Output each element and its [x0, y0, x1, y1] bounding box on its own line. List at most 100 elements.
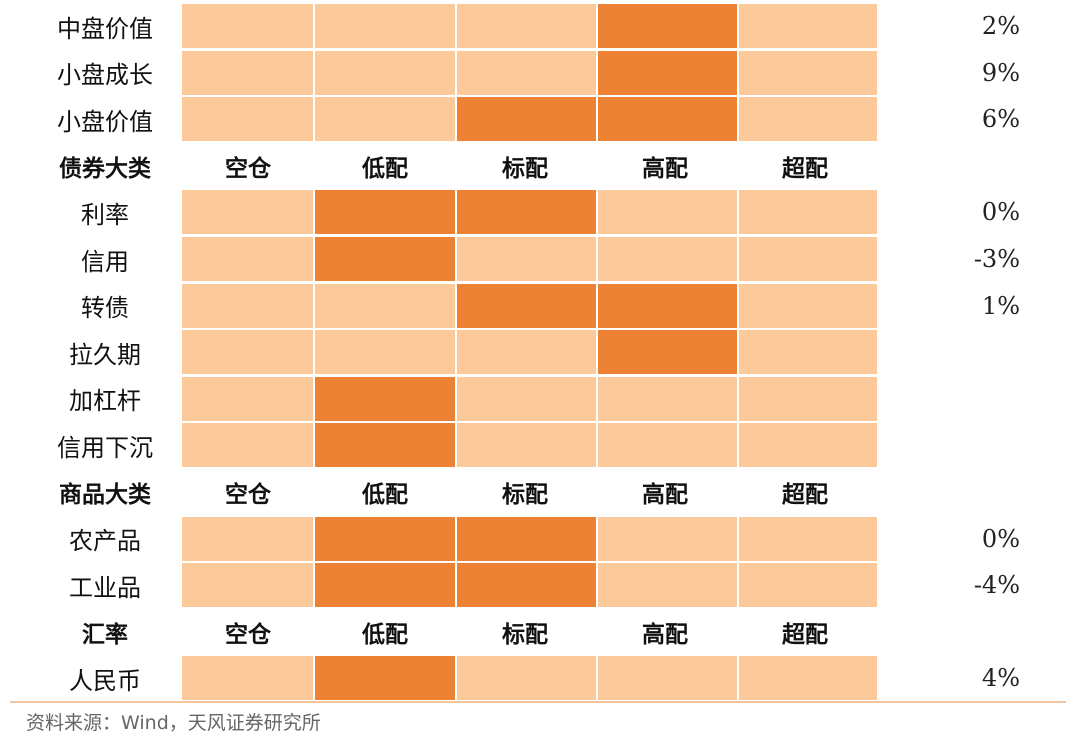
- column-header: 标配: [502, 155, 548, 182]
- row-label: 加杠杆: [69, 387, 141, 416]
- heatmap-cell: [182, 97, 313, 142]
- heatmap-cell: [598, 237, 737, 281]
- heatmap-cell: [739, 4, 877, 48]
- heatmap-cell: [182, 423, 313, 468]
- heatmap-row: 小盘成长 9%: [0, 50, 1080, 95]
- section-title: 债券大类: [59, 155, 151, 182]
- heatmap-cell: [739, 283, 877, 328]
- heatmap-cell: [182, 283, 313, 328]
- heatmap-cell: [739, 656, 877, 701]
- column-header: 高配: [642, 621, 688, 648]
- heatmap-cell: [457, 423, 596, 468]
- row-label: 小盘成长: [57, 61, 153, 90]
- heatmap-cell: [182, 190, 313, 235]
- heatmap-cell: [457, 656, 596, 701]
- row-label: 转债: [81, 294, 129, 323]
- heatmap-cell: [739, 330, 877, 375]
- section-header-row: 汇率 空仓 低配 标配 高配 超配: [0, 610, 1080, 654]
- heatmap-cell: [457, 4, 596, 48]
- heatmap-cell: [739, 50, 877, 95]
- column-header: 超配: [782, 621, 828, 648]
- row-label: 人民币: [69, 666, 141, 695]
- row-value: 9%: [981, 58, 1020, 87]
- column-header: 低配: [362, 621, 408, 648]
- heatmap-cell: [739, 563, 877, 608]
- heatmap-cell-active: [457, 516, 596, 561]
- heatmap-cell-active: [598, 50, 737, 95]
- heatmap-cell: [739, 516, 877, 561]
- row-value: 6%: [981, 105, 1020, 134]
- heatmap-cell: [182, 330, 313, 375]
- section-header-row: 债券大类 空仓 低配 标配 高配 超配: [0, 144, 1080, 188]
- heatmap-row: 农产品 0%: [0, 516, 1080, 561]
- heatmap-row: 拉久期: [0, 330, 1080, 375]
- heatmap-cell: [315, 330, 455, 375]
- heatmap-cell: [598, 423, 737, 468]
- heatmap-row: 信用下沉: [0, 423, 1080, 468]
- heatmap-cell: [739, 376, 877, 421]
- heatmap-cell: [315, 4, 455, 48]
- heatmap-row: 中盘价值 2%: [0, 4, 1080, 48]
- row-value: 2%: [981, 12, 1020, 40]
- heatmap-cell-active: [457, 97, 596, 142]
- row-label: 工业品: [69, 573, 141, 602]
- heatmap-cell-active: [315, 237, 455, 281]
- heatmap-cell: [182, 4, 313, 48]
- heatmap-cell: [739, 190, 877, 235]
- row-label: 小盘价值: [57, 107, 153, 136]
- heatmap-cell-active: [598, 97, 737, 142]
- heatmap-row: 人民币 4%: [0, 656, 1080, 701]
- row-value: 0%: [981, 198, 1020, 227]
- heatmap-cell: [457, 237, 596, 281]
- heatmap-cell: [598, 376, 737, 421]
- column-header: 低配: [362, 155, 408, 182]
- column-header: 空仓: [225, 482, 271, 508]
- column-header: 超配: [782, 482, 828, 508]
- row-label: 拉久期: [69, 340, 141, 369]
- heatmap-row: 利率 0%: [0, 190, 1080, 235]
- heatmap-cell: [457, 330, 596, 375]
- row-value: 4%: [981, 664, 1020, 693]
- column-header: 高配: [642, 482, 688, 508]
- heatmap-cell-active: [598, 4, 737, 48]
- row-value: 1%: [981, 291, 1020, 320]
- heatmap-cell: [457, 376, 596, 421]
- heatmap-cell-active: [598, 283, 737, 328]
- row-value: 0%: [981, 524, 1020, 553]
- column-header: 空仓: [225, 621, 271, 648]
- heatmap-cell-active: [315, 656, 455, 701]
- heatmap-cell: [315, 50, 455, 95]
- heatmap-cell-active: [598, 330, 737, 375]
- heatmap-cell: [598, 516, 737, 561]
- heatmap-cell-active: [457, 563, 596, 608]
- source-note: 资料来源：Wind，天风证券研究所: [26, 712, 321, 734]
- heatmap-cell: [182, 563, 313, 608]
- row-label: 农产品: [69, 527, 141, 556]
- heatmap-cell: [315, 283, 455, 328]
- heatmap-cell-active: [315, 376, 455, 421]
- heatmap-cell-active: [315, 563, 455, 608]
- row-label: 信用: [81, 247, 129, 276]
- heatmap-cell: [182, 656, 313, 701]
- heatmap-cell: [598, 190, 737, 235]
- row-value: -3%: [973, 245, 1020, 273]
- heatmap-cell-active: [457, 283, 596, 328]
- row-label: 利率: [81, 200, 129, 229]
- heatmap-cell: [457, 50, 596, 95]
- heatmap-cell: [739, 237, 877, 281]
- row-label: 信用下沉: [57, 433, 153, 462]
- heatmap-cell: [182, 237, 313, 281]
- heatmap-cell-active: [315, 423, 455, 468]
- heatmap-cell: [182, 516, 313, 561]
- divider: [10, 701, 1066, 703]
- row-label: 中盘价值: [57, 14, 153, 43]
- heatmap-cell: [182, 376, 313, 421]
- heatmap-cell: [739, 97, 877, 142]
- heatmap-cell-active: [457, 190, 596, 235]
- heatmap-row: 工业品 -4%: [0, 563, 1080, 608]
- column-header: 标配: [502, 621, 548, 648]
- section-header-row: 商品大类 空仓 低配 标配 高配 超配: [0, 470, 1080, 514]
- column-header: 高配: [642, 155, 688, 182]
- heatmap-cell-active: [315, 516, 455, 561]
